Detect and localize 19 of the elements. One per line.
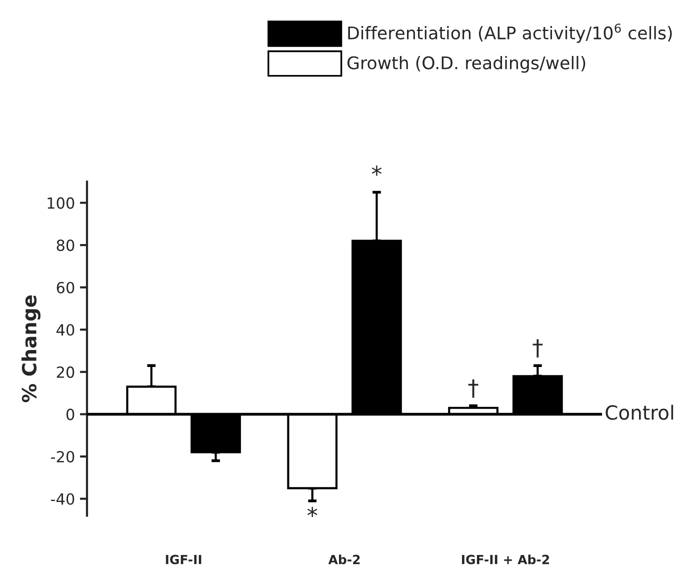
data-label: † [532,339,543,358]
y-tick-label: 60 [56,282,74,294]
ref-line-label: Control [606,404,674,420]
y-tick-label: -40 [50,493,74,505]
y-tick-label: 20 [56,366,74,378]
y-tick-label: 40 [56,324,74,336]
x-tick-label: IGF-II + Ab-2 [462,554,549,564]
x-tick-label: IGF-II [166,554,202,564]
x-tick-label: Ab-2 [328,554,360,564]
data-label: * [372,166,382,176]
y-tick-label: 100 [48,197,74,209]
legend-label: Differentiation (ALP activity/10$^{6}$ cells) [348,24,672,43]
data-label: † [468,379,478,398]
y-tick-label: -20 [50,450,74,463]
legend-label: Growth (O.D. readings/well) [347,56,586,73]
y-tick-label: 0 [66,408,74,420]
y-tick-label: 80 [56,240,74,252]
data-label: * [307,506,318,517]
y-axis-title: % Change [22,295,40,402]
